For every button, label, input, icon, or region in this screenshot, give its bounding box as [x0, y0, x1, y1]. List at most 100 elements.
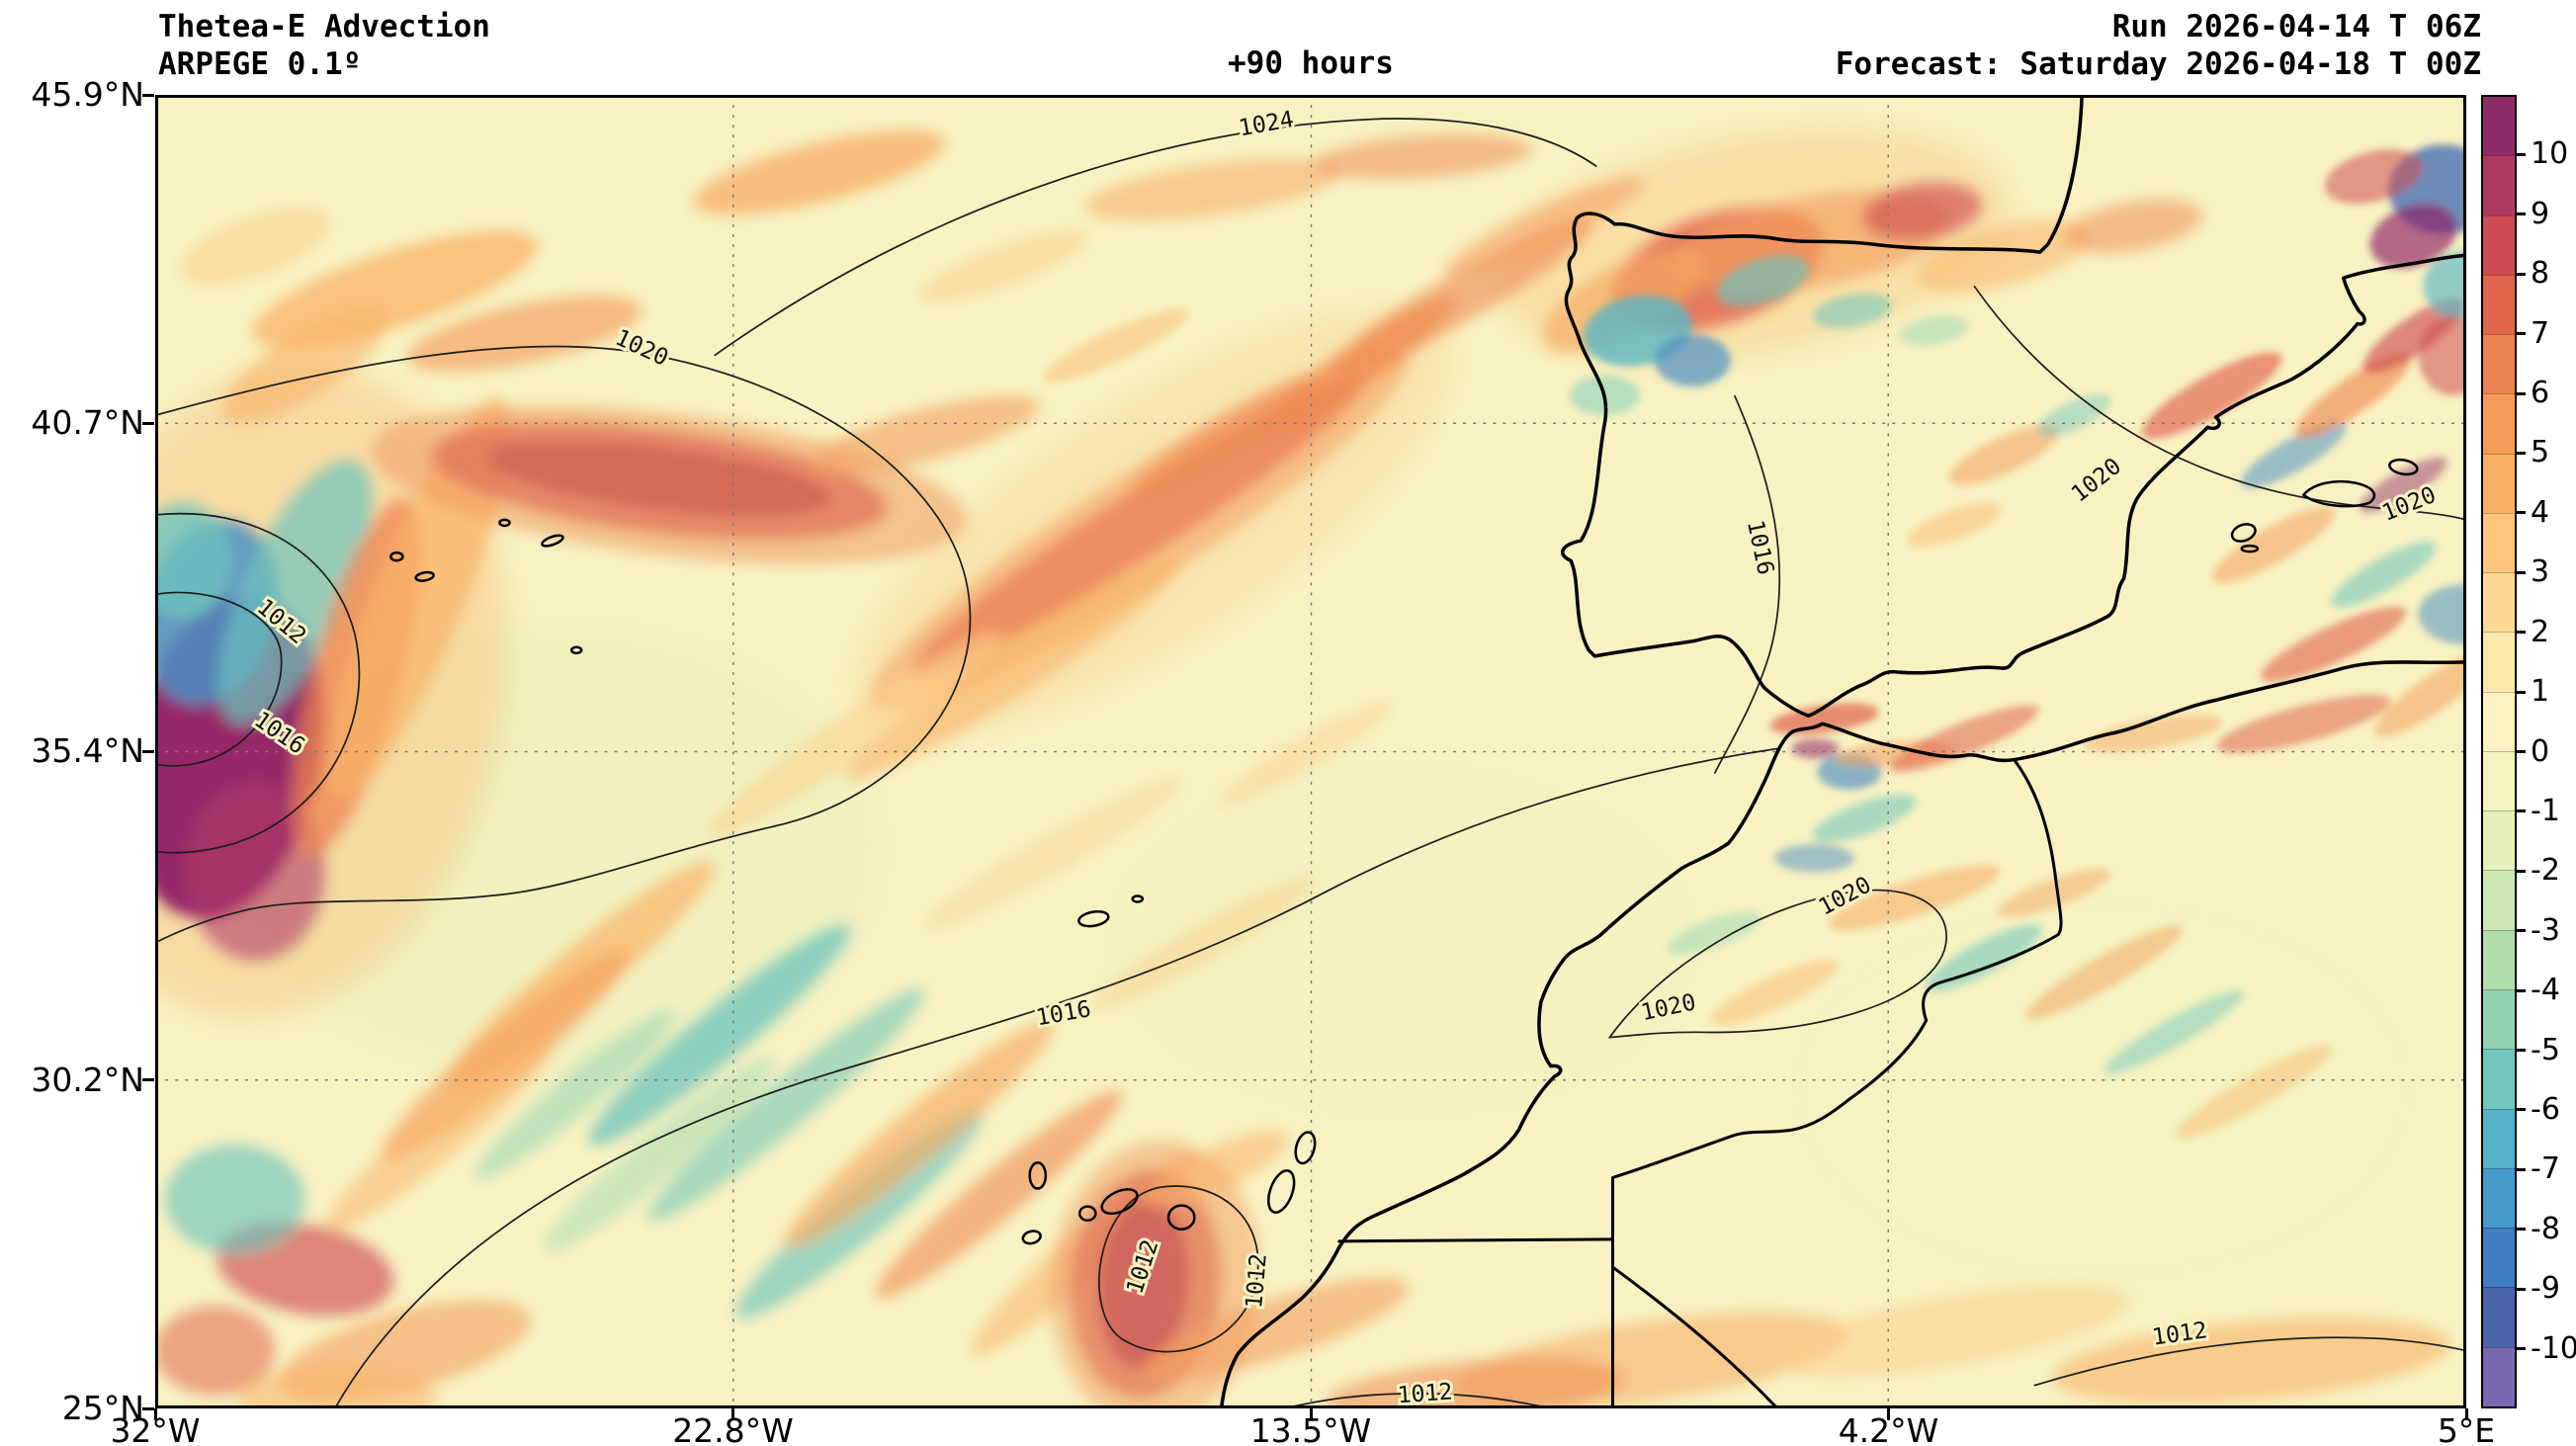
field-blob — [1899, 315, 1969, 346]
colorbar-segment — [2483, 929, 2515, 989]
coastline-north-africa — [1219, 660, 2466, 1408]
colorbar-tick-label: 10 — [2531, 136, 2569, 172]
border-mauritania-diagonal — [1610, 1265, 1779, 1408]
field-blob — [185, 781, 325, 961]
colorbar-tick-mark — [2517, 1228, 2526, 1232]
lat-label-30-2n: 30.2°N — [31, 1061, 144, 1099]
colorbar-tick-mark — [2517, 1287, 2526, 1291]
colorbar-segment — [2483, 1049, 2515, 1109]
field-blob — [251, 230, 538, 348]
lead-time-label: +90 hours — [1228, 45, 1394, 81]
field-blob — [1828, 865, 2001, 931]
field-blob — [706, 629, 1002, 838]
colorbar-tick-label: 8 — [2531, 256, 2550, 292]
colorbar-tick-label: -1 — [2531, 793, 2560, 828]
isobar-1012-southeast — [2033, 1336, 2466, 1387]
colorbar-tick-label: 4 — [2531, 494, 2550, 530]
colorbar-tick-label: -6 — [2531, 1091, 2560, 1127]
field-blob — [1948, 425, 2059, 485]
field-blob — [2324, 148, 2423, 205]
field-blob — [2216, 695, 2391, 753]
isobar-1020-espain — [1973, 285, 2466, 521]
field-blob — [1926, 924, 2042, 991]
lat-label-35-4n: 35.4°N — [31, 731, 144, 770]
island-ibiza — [2230, 523, 2257, 543]
field-blob — [323, 1037, 556, 1233]
colorbar-segment — [2483, 870, 2515, 930]
field-blob — [2295, 352, 2412, 439]
field-blob — [222, 308, 387, 423]
field-blob — [923, 776, 1184, 930]
colorbar-tick-mark — [2517, 631, 2526, 635]
field-blob — [2369, 204, 2457, 269]
lat-label-25n: 25°N — [61, 1389, 144, 1427]
colorbar-segment — [2483, 453, 2515, 513]
field-blob — [406, 295, 643, 373]
colorbar-segment — [2483, 512, 2515, 573]
colorbar-tick-label: 9 — [2531, 196, 2550, 231]
island-azores-2 — [414, 570, 435, 582]
isobar-1020-atlantic — [155, 345, 972, 944]
isobar-1016-iberia — [1713, 394, 1781, 775]
field-blob — [1774, 844, 1854, 873]
lon-tick-mark — [1309, 1408, 1313, 1420]
lon-tick-mark — [1887, 1408, 1890, 1420]
graticule — [155, 95, 2466, 1408]
field-blob — [1774, 1284, 2130, 1378]
colorbar-tick-mark — [2517, 391, 2526, 395]
field-blob — [155, 1306, 276, 1396]
colorbar-tick-label: -8 — [2531, 1211, 2560, 1246]
island-azores-3 — [541, 534, 564, 548]
field-blob — [1142, 1277, 1409, 1381]
border-morocco-algeria — [1610, 758, 2063, 1241]
colorbar-tick-label: 1 — [2531, 674, 2550, 710]
field-blob — [2175, 1045, 2333, 1140]
field-blob — [784, 1021, 1055, 1249]
field-blob — [2025, 925, 2183, 1020]
colorbar-tick-label: -9 — [2531, 1271, 2560, 1307]
lon-tick-mark — [153, 1408, 157, 1420]
lat-tick-mark — [142, 421, 154, 425]
field-blob — [1090, 876, 1317, 1010]
model-label: ARPEGE 0.1º — [158, 46, 362, 82]
colorbar-tick-label: 7 — [2531, 315, 2550, 351]
coastlines — [389, 95, 2466, 1408]
lon-tick-mark — [2464, 1408, 2468, 1420]
island-la-palma — [1028, 1161, 1048, 1190]
colorbar-tick-mark — [2517, 750, 2526, 753]
island-la-gomera — [1077, 1205, 1097, 1222]
colorbar-tick-label: 5 — [2531, 435, 2550, 470]
isobar-1012-low — [155, 591, 283, 767]
isobar-1024 — [714, 118, 1597, 357]
field-blob — [808, 395, 1040, 475]
lon-tick-mark — [731, 1408, 734, 1420]
isobar-label: 1012 — [1241, 1252, 1272, 1310]
field-blob — [2141, 352, 2282, 439]
colorbar-tick-label: -10 — [2531, 1330, 2576, 1366]
field-blob — [1667, 911, 1762, 955]
colorbar-tick-mark — [2517, 332, 2526, 336]
colorbar-segment — [2483, 572, 2515, 633]
island-lanzarote — [1294, 1131, 1317, 1165]
colorbar-segment — [2483, 1346, 2515, 1406]
colorbar-tick-label: -2 — [2531, 853, 2560, 889]
field-blob — [217, 460, 373, 725]
field-blob — [1782, 891, 2422, 1290]
isobar-1012-canary — [1098, 1185, 1259, 1353]
field-blob — [1444, 176, 1645, 277]
field-blob — [372, 404, 967, 565]
colorbar-segment — [2483, 393, 2515, 454]
field-blob — [165, 1145, 305, 1254]
colorbar-tick-label: -4 — [2531, 973, 2560, 1008]
lat-label-45-9n: 45.9°N — [31, 75, 144, 114]
isobar-1016-long — [334, 747, 1778, 1408]
colorbar-segment — [2483, 632, 2515, 692]
run-label: Run 2026-04-14 T 06Z — [2111, 9, 2481, 44]
lat-tick-mark — [142, 1078, 154, 1082]
field-blob — [1997, 868, 2111, 918]
field-blob — [179, 207, 331, 286]
field-blob — [1791, 738, 1840, 759]
field-blob — [1129, 375, 1318, 495]
